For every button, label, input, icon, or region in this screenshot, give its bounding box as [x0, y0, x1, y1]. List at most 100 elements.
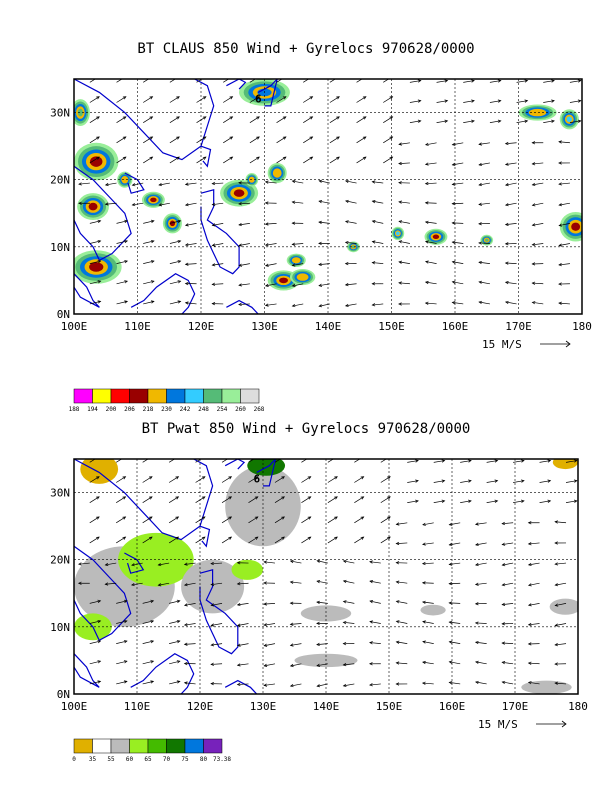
wind-vector-head	[210, 682, 214, 686]
wind-vector-head	[210, 582, 215, 586]
shading-feature-15	[532, 110, 543, 115]
wind-vector	[475, 622, 487, 624]
wind-vector	[528, 542, 540, 545]
wind-vector-head	[184, 203, 189, 207]
legend-swatch-9	[240, 388, 260, 404]
wind-vector-head	[398, 240, 403, 244]
wind-vector-head	[210, 623, 215, 627]
wind-vector	[565, 460, 577, 463]
wind-vector	[89, 301, 101, 305]
wind-vector	[516, 100, 528, 103]
wind-vector-head	[291, 283, 296, 288]
wind-vector-head	[229, 96, 234, 100]
wind-vector-head	[334, 516, 338, 520]
wind-vector-head	[448, 581, 453, 586]
legend-swatch-4	[147, 388, 167, 404]
wind-vector-head	[158, 203, 163, 207]
wind-vector-head	[520, 499, 525, 503]
lon-label-100E: 100E	[61, 320, 88, 333]
wind-vector	[396, 522, 408, 525]
wind-vector	[316, 663, 328, 667]
wind-vector	[143, 260, 154, 264]
wind-vector	[319, 200, 330, 204]
wind-vector	[452, 202, 464, 205]
legend-swatch-5	[166, 388, 186, 404]
wind-vector	[223, 96, 233, 103]
coastline-8	[257, 79, 278, 107]
wind-vector	[143, 116, 153, 123]
wind-vector	[532, 282, 544, 285]
wind-vector-head	[122, 496, 127, 500]
wind-vector-head	[524, 79, 529, 83]
wind-vector-head	[131, 563, 135, 567]
wind-vector	[264, 683, 276, 686]
wind-vector-head	[558, 203, 563, 207]
wind-vector	[196, 96, 207, 103]
wind-vector-head	[504, 300, 509, 305]
wind-vector-head	[422, 640, 426, 644]
legend-tick-1: 35	[89, 756, 97, 763]
wind-vector	[343, 580, 355, 584]
coastline-5	[200, 145, 212, 168]
wind-vector-head	[471, 99, 475, 103]
wind-vector-head	[478, 260, 482, 265]
wind-vector-head	[148, 516, 153, 520]
legend-swatch-4	[147, 738, 167, 754]
wind-vector-head	[422, 600, 426, 604]
reference-vector-label: 15 M/S	[482, 338, 522, 351]
wind-vector	[422, 621, 434, 624]
wind-vector-head	[183, 603, 188, 607]
wind-vector-head	[494, 459, 499, 463]
wind-vector-head	[291, 200, 296, 204]
wind-vector-head	[551, 79, 555, 83]
wind-vector	[532, 243, 544, 246]
wind-vector-head	[131, 202, 136, 207]
legend-swatch-2	[110, 738, 130, 754]
wind-vector	[555, 643, 567, 646]
wind-vector-head	[558, 243, 563, 247]
wind-vector	[158, 562, 170, 566]
wind-vector-head	[551, 119, 555, 123]
shading-feature-13	[396, 231, 400, 236]
wind-vector	[452, 182, 464, 185]
wind-vector-head	[124, 300, 129, 304]
wind-vector	[169, 620, 180, 624]
wind-vector-head	[254, 536, 259, 540]
legend-tick-0: 188	[69, 406, 80, 413]
wind-vector-head	[177, 300, 182, 304]
wind-vector	[105, 202, 117, 205]
wind-vector	[212, 243, 224, 246]
wind-vector	[369, 580, 381, 584]
wind-vector	[89, 136, 100, 144]
lon-label-140E: 140E	[313, 700, 340, 713]
wind-vector	[78, 562, 90, 565]
lat-label-0N: 0N	[57, 688, 70, 701]
shading-feature-5	[169, 220, 176, 227]
wind-vector-head	[389, 96, 394, 100]
wind-vector	[276, 116, 287, 123]
wind-vector-head	[398, 200, 402, 204]
wind-vector-head	[342, 663, 347, 667]
wind-vector	[276, 96, 287, 103]
wind-vector	[89, 516, 100, 524]
wind-vector	[449, 602, 461, 604]
wind-vector	[169, 640, 180, 644]
wind-vector-head	[96, 116, 100, 120]
wind-vector	[248, 496, 259, 503]
wind-vector	[380, 516, 391, 524]
wind-vector-head	[531, 242, 536, 247]
wind-vector	[532, 182, 544, 186]
wind-vector	[116, 301, 128, 305]
wind-vector-head	[398, 181, 402, 185]
coastline-0	[74, 79, 215, 161]
wind-vector-head	[264, 263, 269, 267]
wind-vector	[528, 662, 540, 665]
wind-vector	[475, 582, 487, 585]
wind-vector-head	[158, 182, 163, 187]
wind-vector	[505, 142, 517, 145]
wind-vector-head	[554, 583, 559, 587]
wind-vector-head	[398, 281, 402, 285]
wind-vector	[89, 476, 100, 483]
wind-vector	[249, 116, 260, 123]
